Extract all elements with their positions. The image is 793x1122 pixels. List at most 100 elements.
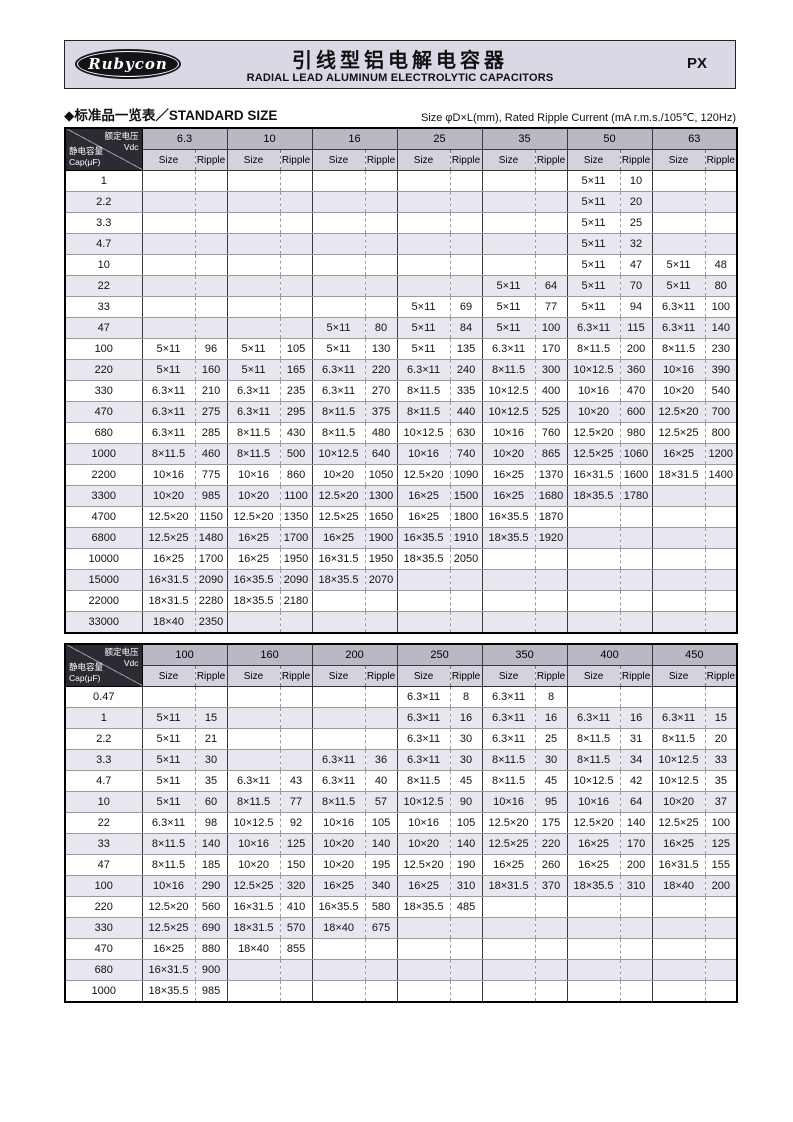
- ripple-value-cell: 270: [364, 380, 398, 402]
- ripple-value-cell: [364, 275, 398, 297]
- ripple-value-cell: 200: [619, 854, 653, 876]
- size-value-cell: 5×11: [396, 296, 451, 318]
- size-value-cell: 18×35.5: [481, 527, 536, 549]
- header-titles: 引线型铝电解电容器 RADIAL LEAD ALUMINUM ELECTROLY…: [65, 44, 735, 84]
- size-value-cell: [566, 569, 621, 591]
- ripple-value-cell: [534, 569, 568, 591]
- ripple-value-cell: [279, 254, 313, 276]
- size-value-cell: 6.3×11: [566, 707, 621, 729]
- cap-value-cell: 2200: [64, 464, 143, 486]
- ripple-value-cell: 240: [449, 359, 483, 381]
- ripple-value-cell: 40: [364, 770, 398, 792]
- size-value-cell: 6.3×11: [396, 359, 451, 381]
- ripple-value-cell: 1700: [194, 548, 228, 570]
- ripple-value-cell: 16: [449, 707, 483, 729]
- ripple-value-cell: 1150: [194, 506, 228, 528]
- size-value-cell: 16×25: [651, 833, 706, 855]
- size-value-cell: [481, 611, 536, 634]
- ripple-value-cell: 1400: [704, 464, 738, 486]
- cap-value-cell: 330: [64, 917, 143, 939]
- voltage-cap-corner-cell: 额定电压 Vdc 静电容量 Cap(μF): [64, 643, 143, 687]
- size-value-cell: 10×16: [141, 875, 196, 897]
- ripple-value-cell: [704, 212, 738, 234]
- size-value-cell: 5×11: [481, 296, 536, 318]
- size-value-cell: 12.5×25: [651, 812, 706, 834]
- size-value-cell: 18×35.5: [566, 875, 621, 897]
- ripple-value-cell: 130: [364, 338, 398, 360]
- size-value-cell: [481, 212, 536, 234]
- size-value-cell: 5×11: [396, 317, 451, 339]
- ripple-value-cell: 1650: [364, 506, 398, 528]
- size-value-cell: 16×25: [226, 548, 281, 570]
- ripple-value-cell: [449, 590, 483, 612]
- cap-value-cell: 1000: [64, 980, 143, 1003]
- ripple-value-cell: 42: [619, 770, 653, 792]
- cap-value-cell: 220: [64, 896, 143, 918]
- size-value-cell: 16×35.5: [481, 506, 536, 528]
- ripple-value-cell: 1370: [534, 464, 568, 486]
- size-value-cell: [311, 212, 366, 234]
- size-value-cell: 5×11: [141, 707, 196, 729]
- ripple-value-cell: [279, 317, 313, 339]
- size-value-cell: 10×16: [566, 380, 621, 402]
- size-value-cell: 12.5×25: [481, 833, 536, 855]
- size-value-cell: 5×11: [566, 212, 621, 234]
- size-header: Size: [481, 665, 536, 687]
- ripple-value-cell: [534, 170, 568, 192]
- size-value-cell: 5×11: [396, 338, 451, 360]
- ripple-value-cell: 69: [449, 296, 483, 318]
- ripple-value-cell: [194, 191, 228, 213]
- ripple-value-cell: 2350: [194, 611, 228, 634]
- ripple-header: Ripple: [364, 149, 398, 171]
- size-value-cell: [396, 170, 451, 192]
- size-value-cell: [226, 170, 281, 192]
- ripple-value-cell: 375: [364, 401, 398, 423]
- size-value-cell: 12.5×20: [226, 506, 281, 528]
- size-value-cell: 16×31.5: [311, 548, 366, 570]
- ripple-value-cell: [364, 728, 398, 750]
- ripple-value-cell: 16: [619, 707, 653, 729]
- size-value-cell: 5×11: [226, 338, 281, 360]
- ripple-value-cell: [449, 980, 483, 1003]
- ripple-value-cell: 675: [364, 917, 398, 939]
- size-value-cell: [311, 728, 366, 750]
- size-value-cell: 8×11.5: [566, 728, 621, 750]
- ripple-value-cell: 8: [449, 686, 483, 708]
- size-value-cell: 12.5×25: [226, 875, 281, 897]
- size-value-cell: [226, 749, 281, 771]
- voltage-header: 160: [226, 643, 313, 666]
- cap-value-cell: 6800: [64, 527, 143, 549]
- ripple-value-cell: [364, 959, 398, 981]
- ripple-value-cell: [534, 254, 568, 276]
- ripple-value-cell: [364, 191, 398, 213]
- cap-value-cell: 10: [64, 254, 143, 276]
- ripple-value-cell: [279, 728, 313, 750]
- ripple-value-cell: 285: [194, 422, 228, 444]
- size-value-cell: 16×25: [226, 527, 281, 549]
- table-row: 3.3 5×11 25: [64, 212, 738, 234]
- corner-voltage-cn: 额定电压: [104, 647, 139, 657]
- size-value-cell: 16×25: [566, 833, 621, 855]
- ripple-value-cell: 96: [194, 338, 228, 360]
- size-value-cell: [651, 527, 706, 549]
- size-value-cell: 6.3×11: [481, 707, 536, 729]
- ripple-value-cell: 60: [194, 791, 228, 813]
- ripple-value-cell: 525: [534, 401, 568, 423]
- table-row: 10 5×11 47 5×11 48: [64, 254, 738, 276]
- ripple-value-cell: 20: [704, 728, 738, 750]
- ripple-value-cell: 195: [364, 854, 398, 876]
- ripple-value-cell: [704, 959, 738, 981]
- size-value-cell: [226, 317, 281, 339]
- ripple-value-cell: 190: [449, 854, 483, 876]
- ripple-value-cell: [364, 212, 398, 234]
- size-value-cell: 10×16: [566, 791, 621, 813]
- size-value-cell: 10×16: [481, 791, 536, 813]
- size-header: Size: [141, 665, 196, 687]
- ripple-value-cell: 985: [194, 485, 228, 507]
- ripple-value-cell: [194, 254, 228, 276]
- cap-value-cell: 2.2: [64, 728, 143, 750]
- ripple-value-cell: [619, 506, 653, 528]
- cap-value-cell: 47: [64, 854, 143, 876]
- ripple-value-cell: [704, 506, 738, 528]
- size-value-cell: 16×25: [566, 854, 621, 876]
